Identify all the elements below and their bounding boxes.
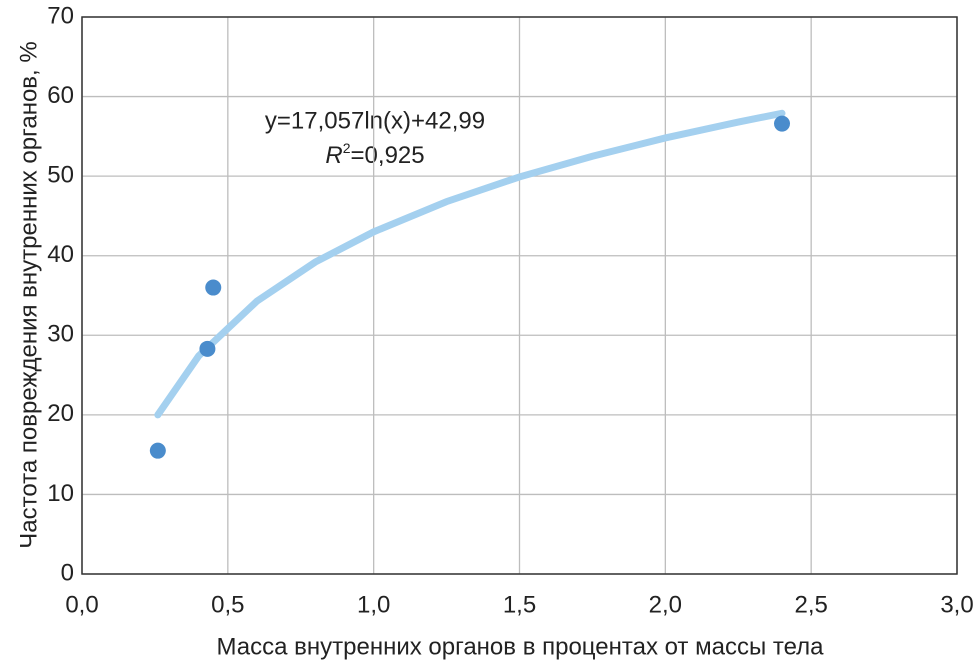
data-point	[199, 340, 216, 357]
data-point	[774, 115, 790, 132]
equation: y=17,057ln(x)+42,99	[265, 107, 485, 134]
y-axis-label: Частота повреждения внутренних органов, …	[15, 41, 42, 548]
r-squared: R2=0,925	[325, 140, 424, 170]
r2-value: =0,925	[351, 142, 425, 169]
y-tick-label: 40	[47, 241, 74, 268]
y-tick-label: 10	[47, 480, 74, 507]
y-tick-label: 20	[47, 400, 74, 427]
y-tick-label: 60	[47, 82, 74, 109]
y-tick-label: 0	[61, 559, 74, 586]
data-point	[205, 279, 222, 296]
r2-exponent: 2	[343, 140, 351, 156]
x-tick-label: 3,0	[940, 591, 973, 618]
x-tick-label: 0,0	[65, 591, 98, 618]
x-tick-label: 1,5	[503, 591, 536, 618]
plot-frame	[81, 16, 958, 575]
x-tick-label: 0,5	[211, 591, 244, 618]
trend-line	[154, 109, 786, 419]
r2-symbol: R	[325, 142, 342, 169]
y-tick-label: 30	[47, 321, 74, 348]
x-axis-label: Масса внутренних органов в процентах от …	[217, 633, 825, 660]
x-tick-label: 2,5	[794, 591, 827, 618]
x-tick-label: 1,0	[357, 591, 390, 618]
x-tick-label: 2,0	[649, 591, 682, 618]
y-tick-label: 70	[47, 2, 74, 29]
data-point	[149, 442, 166, 459]
y-tick-label: 50	[47, 161, 74, 188]
